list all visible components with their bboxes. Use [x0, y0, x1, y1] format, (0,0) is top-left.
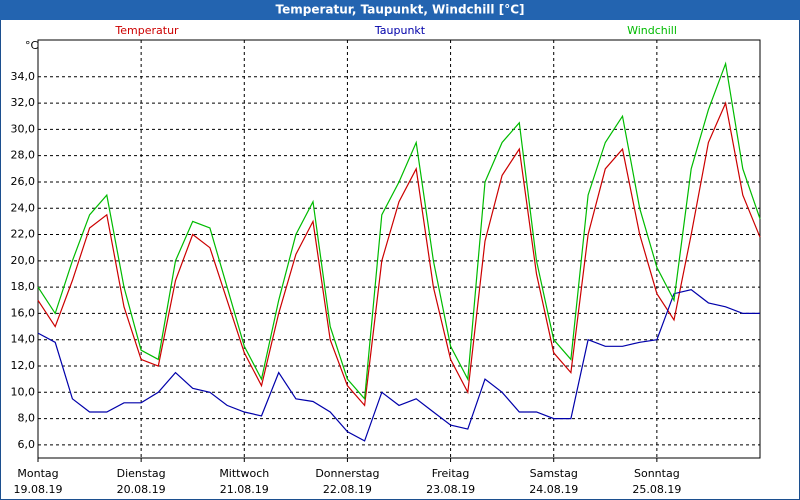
series-line [37, 101, 761, 407]
y-tick-label: 18,0 [11, 280, 36, 293]
series-line [37, 289, 760, 442]
x-tick-date: 25.08.19 [632, 483, 681, 496]
x-tick-label: Freitag [432, 467, 470, 480]
y-tick-label: 26,0 [11, 175, 36, 188]
y-tick-label: 16,0 [11, 306, 36, 319]
legend-entry: Taupunkt [374, 24, 426, 37]
x-tick-date: 22.08.19 [323, 483, 372, 496]
y-tick-label: 10,0 [11, 385, 36, 398]
y-tick-label: 24,0 [11, 201, 36, 214]
plot-frame [37, 39, 761, 459]
y-tick-label: 6,0 [18, 438, 36, 451]
x-tick-date: 21.08.19 [220, 483, 269, 496]
y-tick-label: 22,0 [11, 228, 36, 241]
series-line [37, 61, 761, 401]
x-tick-date: 23.08.19 [426, 483, 475, 496]
legend-entry: Windchill [627, 24, 677, 37]
x-tick-label: Samstag [530, 467, 578, 480]
x-tick-date: 24.08.19 [529, 483, 578, 496]
legend-entry: Temperatur [114, 24, 179, 37]
y-tick-label: 34,0 [11, 70, 36, 83]
title-bar [0, 0, 800, 20]
y-tick-label: 8,0 [18, 412, 36, 425]
y-tick-label: 28,0 [11, 149, 36, 162]
x-tick-date: 19.08.19 [14, 483, 63, 496]
y-tick-label: 14,0 [11, 333, 36, 346]
x-tick-label: Sonntag [634, 467, 680, 480]
x-tick-date: 20.08.19 [117, 483, 166, 496]
x-tick-label: Donnerstag [315, 467, 379, 480]
y-tick-label: 32,0 [11, 96, 36, 109]
chart-title: Temperatur, Taupunkt, Windchill [°C] [276, 3, 525, 17]
x-tick-label: Mittwoch [219, 467, 269, 480]
y-tick-label: 12,0 [11, 359, 36, 372]
y-tick-label: 30,0 [11, 122, 36, 135]
y-axis-label: °C [25, 39, 39, 52]
y-tick-label: 20,0 [11, 254, 36, 267]
x-tick-label: Dienstag [117, 467, 166, 480]
x-tick-label: Montag [17, 467, 58, 480]
